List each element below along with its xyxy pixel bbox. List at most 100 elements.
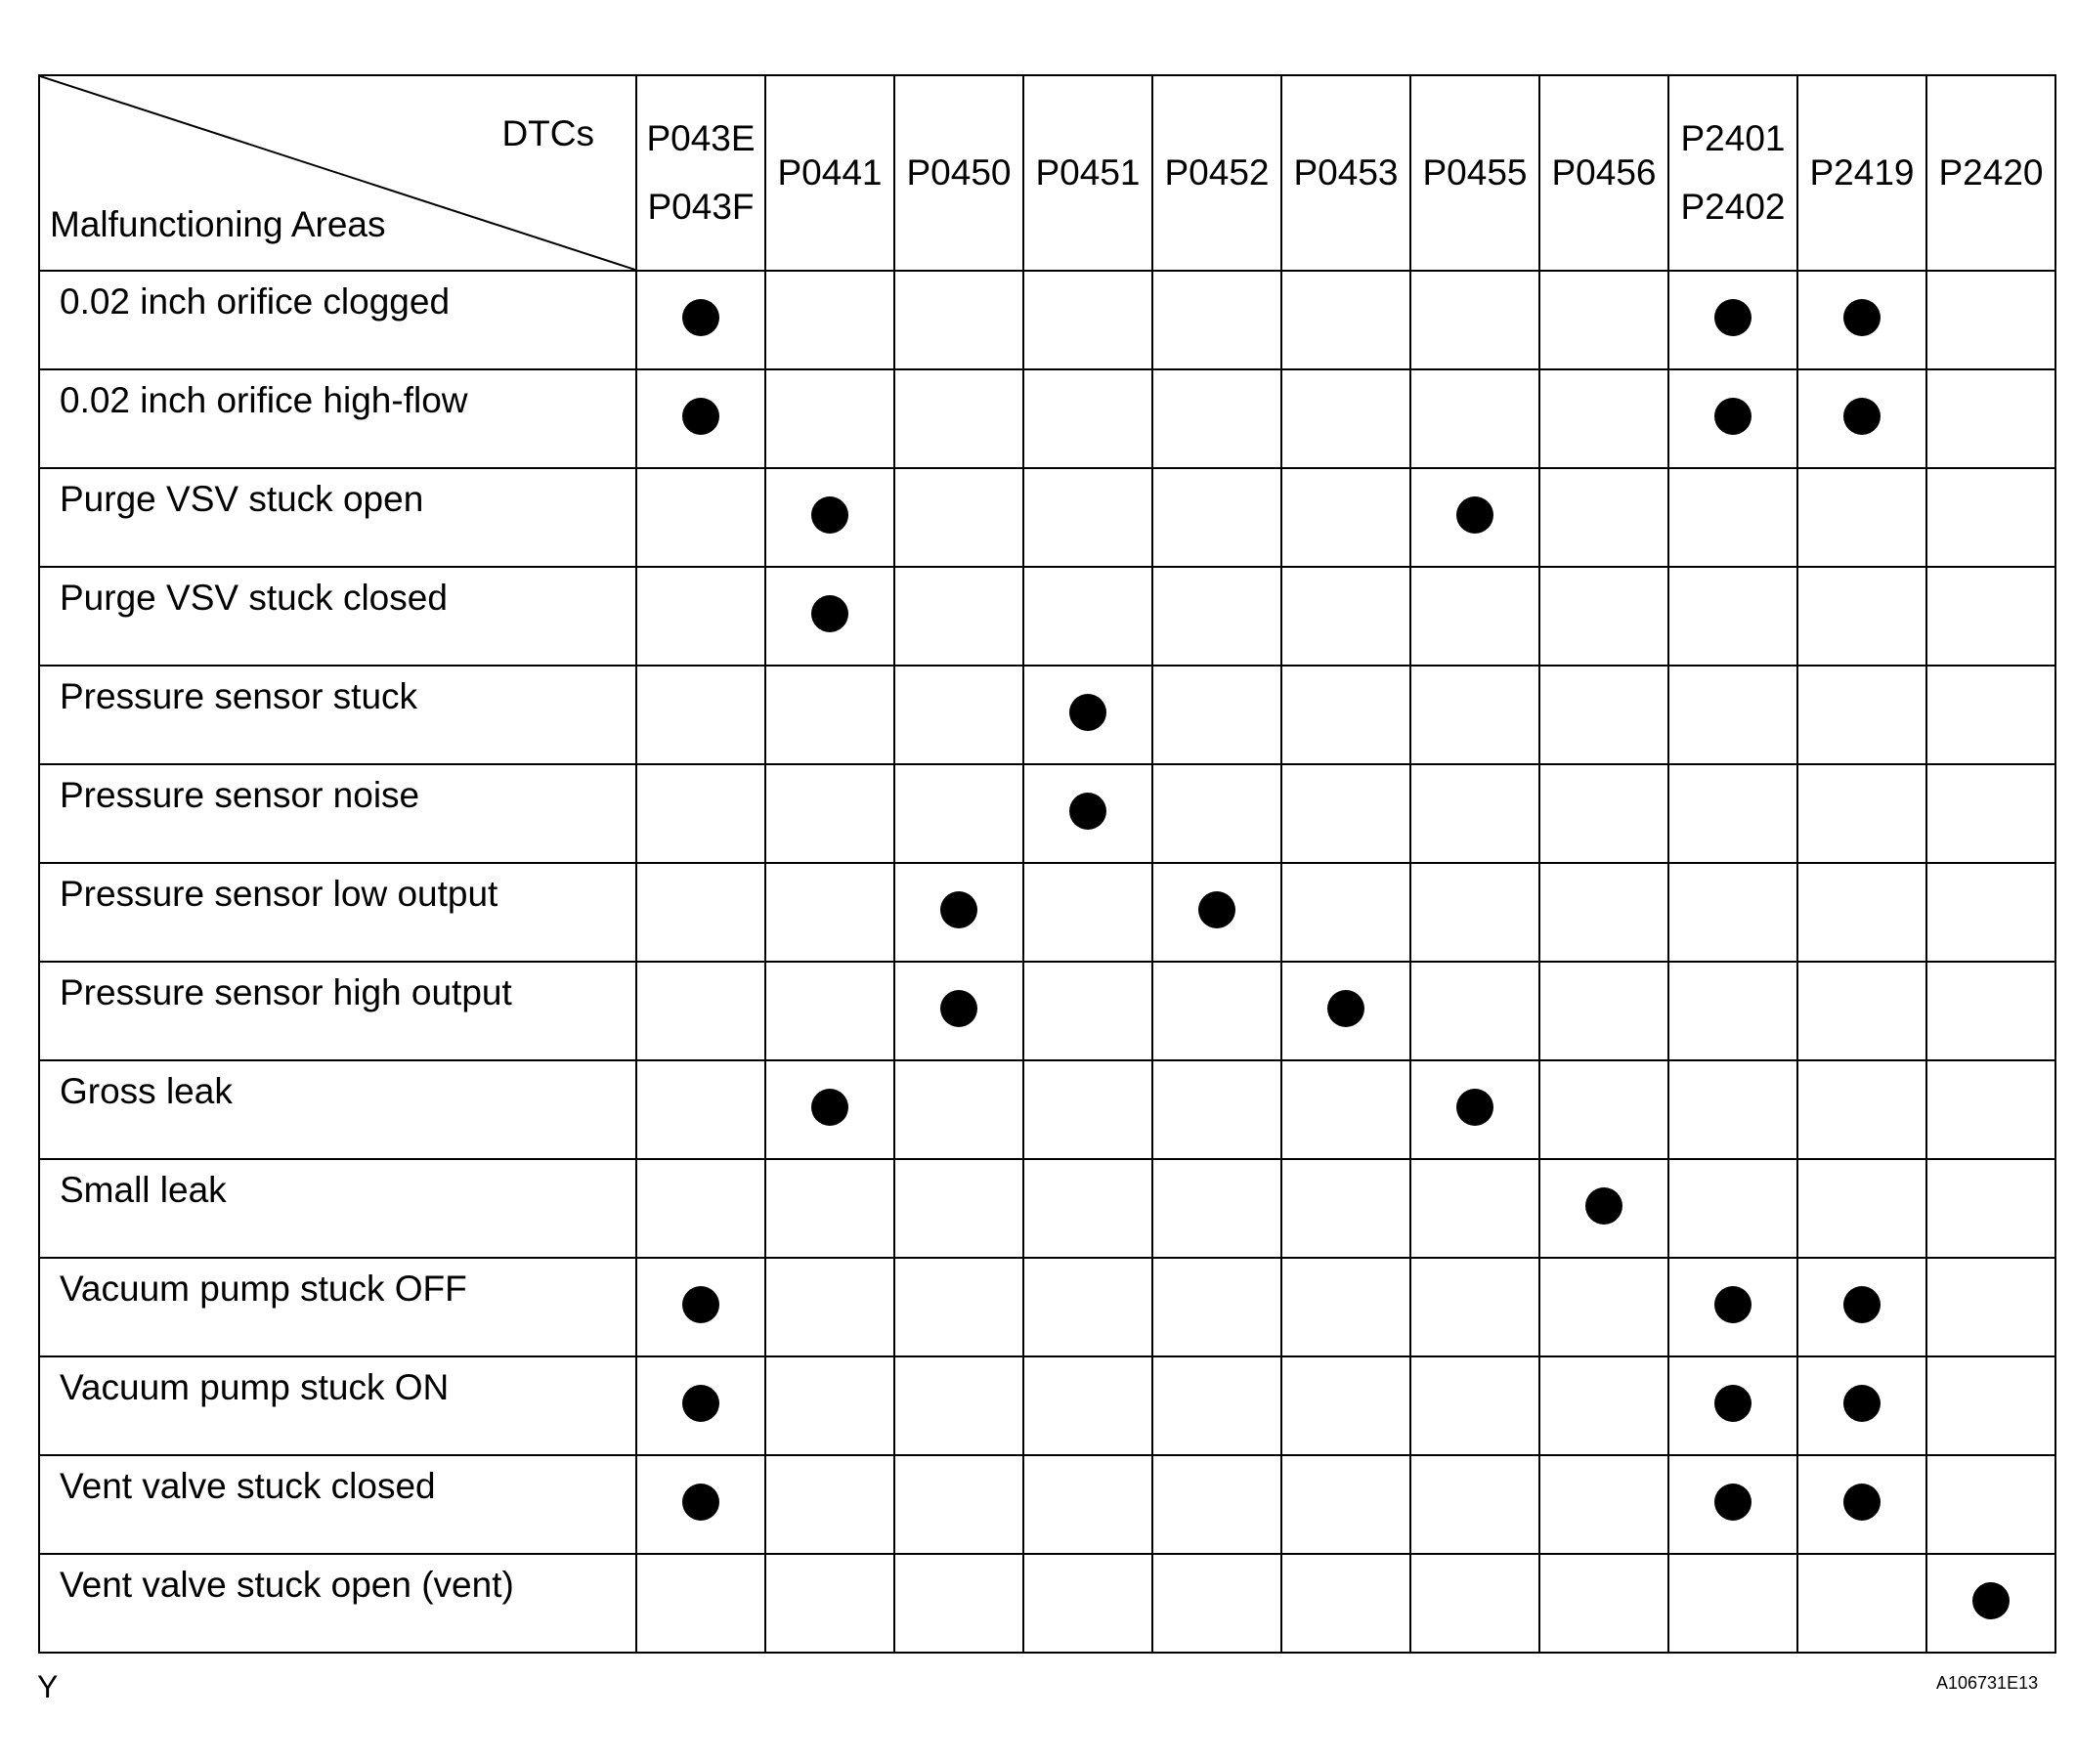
matrix-cell <box>1022 1059 1153 1160</box>
matrix-cell <box>764 1355 895 1456</box>
dtc-column-header: P0455 <box>1409 74 1540 272</box>
filled-circle-icon <box>811 595 848 632</box>
matrix-cell <box>1151 467 1282 568</box>
matrix-cell <box>1409 1158 1540 1259</box>
matrix-cell <box>1409 1454 1540 1555</box>
corner-header-cell: DTCs Malfunctioning Areas <box>38 74 637 272</box>
matrix-cell <box>1151 1355 1282 1456</box>
malfunction-area-label: Vent valve stuck closed <box>38 1454 637 1555</box>
matrix-cell <box>1022 763 1153 864</box>
matrix-cell <box>1409 467 1540 568</box>
filled-circle-icon <box>1714 299 1752 336</box>
matrix-cell <box>1022 270 1153 370</box>
header-row: DTCs Malfunctioning Areas P043E P043F P044… <box>38 74 2056 272</box>
matrix-cell <box>1538 1158 1669 1259</box>
table-row: Vent valve stuck closed <box>38 1454 2056 1555</box>
matrix-cell <box>1667 1059 1798 1160</box>
matrix-cell <box>635 763 766 864</box>
matrix-cell <box>764 763 895 864</box>
table-row: Pressure sensor high output <box>38 961 2056 1061</box>
matrix-cell <box>1151 368 1282 469</box>
matrix-cell <box>1280 566 1411 667</box>
filled-circle-icon <box>682 1385 719 1422</box>
table-row: Vacuum pump stuck ON <box>38 1355 2056 1456</box>
filled-circle-icon <box>1198 891 1235 928</box>
malfunction-area-label: Small leak <box>38 1158 637 1259</box>
matrix-cell <box>1667 566 1798 667</box>
matrix-cell <box>1280 665 1411 765</box>
matrix-cell <box>1280 1454 1411 1555</box>
matrix-cell <box>1022 665 1153 765</box>
matrix-cell <box>1538 1059 1669 1160</box>
table-row: Vacuum pump stuck OFF <box>38 1257 2056 1357</box>
matrix-cell <box>1280 467 1411 568</box>
matrix-cell <box>1925 270 2056 370</box>
matrix-cell <box>1022 961 1153 1061</box>
matrix-cell <box>1151 1553 1282 1654</box>
malfunction-area-label: 0.02 inch orifice high-flow <box>38 368 637 469</box>
matrix-cell <box>1925 1158 2056 1259</box>
matrix-cell <box>1796 763 1927 864</box>
matrix-cell <box>1925 1059 2056 1160</box>
matrix-cell <box>1667 1355 1798 1456</box>
table-row: 0.02 inch orifice clogged <box>38 270 2056 370</box>
matrix-cell <box>764 566 895 667</box>
matrix-cell <box>1925 1355 2056 1456</box>
table-row: Purge VSV stuck closed <box>38 566 2056 667</box>
matrix-cell <box>1667 467 1798 568</box>
matrix-cell <box>1022 368 1153 469</box>
filled-circle-icon <box>1069 694 1106 731</box>
dtc-column-header: P0451 <box>1022 74 1153 272</box>
matrix-cell <box>1925 763 2056 864</box>
matrix-cell <box>635 1158 766 1259</box>
malfunction-area-label: Vacuum pump stuck ON <box>38 1355 637 1456</box>
table-row: Purge VSV stuck open <box>38 467 2056 568</box>
matrix-cell <box>1280 961 1411 1061</box>
dtc-code: P0453 <box>1293 152 1399 193</box>
filled-circle-icon <box>1456 496 1493 534</box>
dtc-code: P0455 <box>1422 152 1528 193</box>
matrix-cell <box>1796 1355 1927 1456</box>
matrix-cell <box>1022 1355 1153 1456</box>
malfunction-area-label: Vacuum pump stuck OFF <box>38 1257 637 1357</box>
matrix-cell <box>893 1158 1024 1259</box>
matrix-cell <box>1796 862 1927 963</box>
filled-circle-icon <box>1456 1089 1493 1126</box>
matrix-cell <box>635 566 766 667</box>
matrix-cell <box>635 665 766 765</box>
matrix-cell <box>764 1553 895 1654</box>
matrix-cell <box>1538 961 1669 1061</box>
matrix-cell <box>1538 665 1669 765</box>
matrix-cell <box>893 763 1024 864</box>
dtc-malfunction-matrix: DTCs Malfunctioning Areas P043E P043F P044… <box>38 74 2056 1654</box>
dtc-column-header: P0441 <box>764 74 895 272</box>
dtc-code: P2401 <box>1680 118 1786 158</box>
matrix-cell <box>1151 566 1282 667</box>
matrix-cell <box>1796 665 1927 765</box>
matrix-cell <box>1667 270 1798 370</box>
matrix-cell <box>893 1257 1024 1357</box>
dtcs-label: DTCs <box>501 113 594 153</box>
matrix-cell <box>635 1355 766 1456</box>
matrix-cell <box>1796 961 1927 1061</box>
filled-circle-icon <box>940 990 977 1027</box>
filled-circle-icon <box>1585 1187 1622 1225</box>
matrix-cell <box>1409 862 1540 963</box>
matrix-cell <box>635 1059 766 1160</box>
matrix-cell <box>764 1257 895 1357</box>
malfunction-area-label: Purge VSV stuck closed <box>38 566 637 667</box>
filled-circle-icon <box>682 398 719 435</box>
matrix-cell <box>1409 1059 1540 1160</box>
matrix-cell <box>1280 1355 1411 1456</box>
matrix-cell <box>1022 566 1153 667</box>
matrix-cell <box>635 1454 766 1555</box>
malfunction-area-label: 0.02 inch orifice clogged <box>38 270 637 370</box>
dtc-column-header: P2420 <box>1925 74 2056 272</box>
matrix-cell <box>1667 961 1798 1061</box>
matrix-cell <box>1409 1355 1540 1456</box>
matrix-cell <box>1022 467 1153 568</box>
matrix-cell <box>1796 1553 1927 1654</box>
matrix-cell <box>1280 270 1411 370</box>
dtc-code: P2419 <box>1809 152 1915 193</box>
matrix-cell <box>1151 1059 1282 1160</box>
